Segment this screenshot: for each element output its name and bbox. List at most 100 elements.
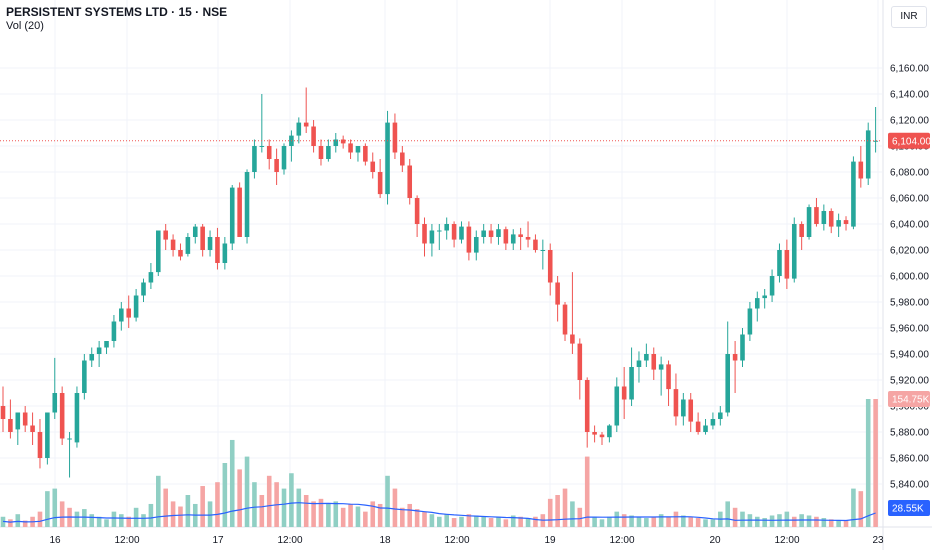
- volume-bar: [252, 482, 257, 527]
- volume-bar: [592, 516, 597, 527]
- volume-bar: [784, 511, 790, 527]
- volume-bar: [769, 515, 775, 527]
- price-tick-label: 5,960.00: [890, 324, 929, 335]
- candle-body: [104, 341, 109, 348]
- candle-body: [333, 139, 339, 146]
- volume-bar: [740, 511, 745, 527]
- candle-body: [769, 276, 775, 296]
- volume-bar: [828, 519, 834, 527]
- volume-bar: [296, 488, 302, 527]
- price-tick-label: 5,920.00: [890, 376, 929, 387]
- candle-body: [799, 224, 804, 237]
- candle-body: [363, 146, 368, 162]
- volume-bar: [806, 515, 812, 527]
- volume-bar: [510, 515, 516, 527]
- volume-bar: [466, 514, 472, 527]
- candle-body: [851, 161, 856, 227]
- candle-body: [326, 146, 331, 159]
- candle-body: [570, 334, 575, 344]
- volume-bar: [422, 511, 427, 527]
- price-tick-label: 6,020.00: [890, 246, 929, 257]
- volume-bar: [791, 516, 797, 527]
- candle-body: [503, 229, 509, 244]
- volume-bar: [178, 506, 183, 527]
- currency-button[interactable]: INR: [891, 6, 927, 28]
- candle-body: [740, 334, 745, 361]
- candle-body: [119, 308, 124, 322]
- price-axis[interactable]: 6,160.006,140.006,120.006,100.006,080.00…: [890, 64, 929, 491]
- candle-body: [525, 237, 531, 240]
- candle-body: [0, 406, 6, 419]
- candle-body: [614, 386, 620, 426]
- volume-bar: [570, 501, 575, 527]
- volume-bar: [45, 491, 50, 527]
- time-axis[interactable]: 16 12:00 17 12:00 18 12:00 19 12:00 20 12:00 23: [49, 535, 884, 546]
- candle-body: [192, 226, 198, 237]
- volume-bar: [555, 495, 560, 527]
- volume-bar: [503, 519, 509, 527]
- volume-bar: [8, 519, 13, 527]
- candle-body: [754, 298, 760, 309]
- candle-body: [148, 272, 154, 283]
- volume-bar: [348, 503, 353, 527]
- candle-body: [274, 159, 279, 172]
- volume-bar: [636, 516, 642, 527]
- candle-body: [599, 434, 605, 438]
- candle-body: [244, 172, 250, 237]
- candle-body: [355, 146, 361, 153]
- candle-body: [688, 399, 694, 422]
- volume-bar: [658, 514, 664, 527]
- candle-body: [8, 419, 13, 432]
- volume-bar: [318, 498, 324, 527]
- candle-body: [777, 250, 782, 276]
- candle-body: [45, 412, 50, 458]
- volume-bar: [577, 507, 583, 527]
- time-tick-label: 16: [49, 535, 61, 546]
- volume-bar: [222, 463, 228, 527]
- candle-body: [843, 220, 849, 224]
- candle-body: [555, 282, 560, 305]
- candle-body: [96, 347, 102, 354]
- volume-bar: [584, 456, 590, 527]
- candle-body: [185, 237, 191, 254]
- volume-bar: [104, 519, 109, 527]
- candle-body: [828, 211, 834, 227]
- time-tick-label: 12:00: [114, 535, 139, 546]
- volume-bar: [459, 516, 464, 527]
- candle-body: [259, 146, 265, 147]
- symbol-title[interactable]: PERSISTENT SYSTEMS LTD · 15 · NSE: [6, 5, 228, 19]
- time-tick-label: 19: [544, 535, 556, 546]
- volume-bar: [303, 495, 309, 527]
- price-tick-label: 6,000.00: [890, 272, 929, 283]
- volume-bar: [496, 516, 501, 527]
- candle-body: [178, 250, 183, 257]
- volume-bar: [340, 507, 346, 527]
- volume-bar: [400, 507, 405, 527]
- volume-bar: [333, 501, 339, 527]
- candle-body: [156, 230, 161, 273]
- volume-bar: [244, 456, 250, 527]
- volume-bar: [96, 516, 102, 527]
- volume-bar: [207, 501, 213, 527]
- candle-body: [59, 393, 65, 439]
- volume-indicator-label[interactable]: Vol (20): [6, 20, 44, 32]
- volume-bar: [392, 488, 398, 527]
- candle-body: [348, 143, 353, 153]
- candle-body: [400, 152, 405, 166]
- candle-body: [451, 224, 457, 240]
- volume-bar: [200, 486, 205, 527]
- volume-bar: [614, 511, 620, 527]
- volume-bar: [385, 475, 390, 527]
- price-tick-label: 5,880.00: [890, 428, 929, 439]
- candle-body: [695, 421, 701, 432]
- candle-body: [311, 126, 316, 146]
- price-tick-label: 6,160.00: [890, 64, 929, 75]
- volume-bar: [681, 515, 686, 527]
- candle-body: [340, 139, 346, 144]
- volume-bar: [281, 488, 287, 527]
- candle-body: [747, 308, 753, 335]
- volume-bar: [481, 516, 486, 527]
- candle-body: [814, 207, 819, 224]
- volume-bar: [111, 511, 117, 527]
